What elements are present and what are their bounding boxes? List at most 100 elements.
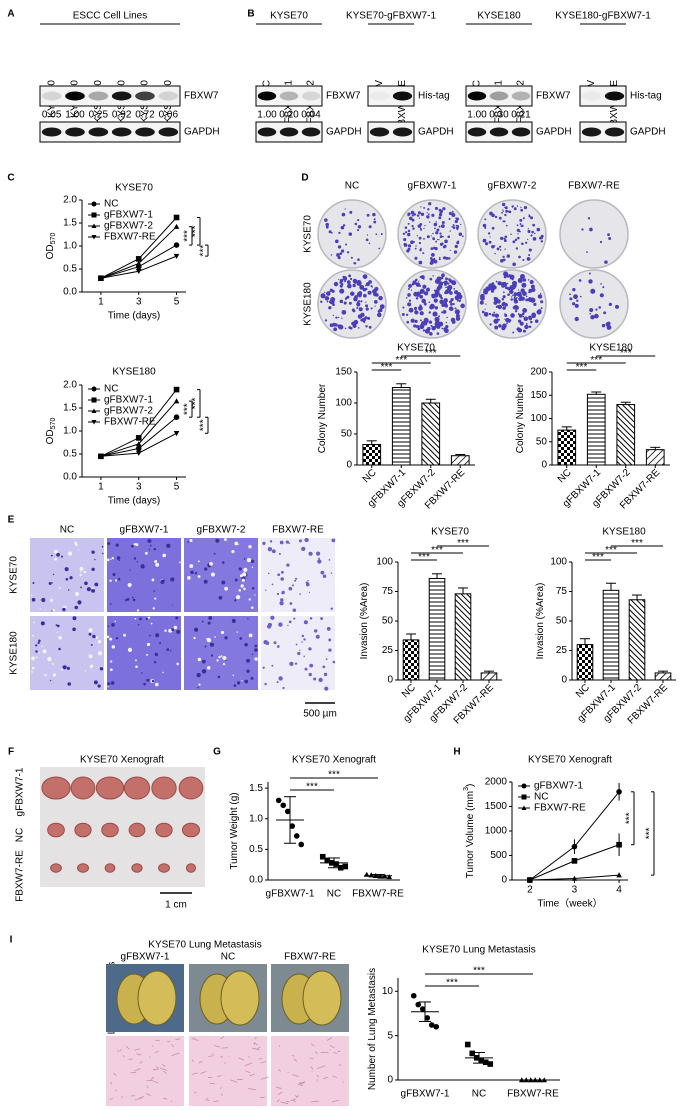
tissue bbox=[191, 1072, 198, 1075]
colony bbox=[513, 299, 519, 304]
row-label: KYSE70 bbox=[303, 215, 314, 253]
label: KYSE180-gFBXW7-1 bbox=[555, 11, 651, 22]
column-label: gFBXW7-2 bbox=[197, 525, 246, 536]
protein-label: FBXW7 bbox=[184, 91, 219, 102]
significance: *** bbox=[425, 348, 437, 359]
cell bbox=[307, 579, 309, 582]
colony bbox=[455, 290, 458, 292]
y-tick-label: 100 bbox=[376, 557, 393, 568]
cell bbox=[74, 605, 78, 610]
quant: 0.04 bbox=[301, 110, 321, 121]
data-point bbox=[415, 1001, 422, 1008]
data-point bbox=[342, 863, 349, 870]
tissue bbox=[326, 1037, 333, 1041]
cell bbox=[293, 617, 296, 620]
column-label: FBXW7-RE bbox=[272, 525, 324, 536]
x-axis-label: Time（week） bbox=[537, 898, 602, 910]
cell bbox=[90, 643, 93, 646]
data-point bbox=[173, 253, 180, 259]
cell bbox=[208, 616, 213, 620]
cell bbox=[326, 627, 331, 631]
legend-marker bbox=[91, 386, 97, 392]
x-tick-label: 1 bbox=[98, 482, 104, 493]
colony bbox=[368, 325, 372, 329]
data-point bbox=[298, 841, 305, 848]
colony bbox=[371, 286, 373, 288]
colony bbox=[439, 235, 443, 239]
colony bbox=[537, 294, 543, 299]
cell bbox=[89, 664, 94, 669]
colony bbox=[495, 280, 498, 283]
cell bbox=[52, 673, 57, 677]
colony bbox=[376, 312, 382, 318]
cell bbox=[250, 676, 254, 680]
colony bbox=[352, 283, 356, 288]
blot bbox=[465, 85, 533, 107]
colony bbox=[342, 276, 348, 281]
y-axis-label-part: Invasion (%Area) bbox=[359, 583, 370, 660]
colony bbox=[502, 209, 504, 211]
colony bbox=[504, 206, 508, 210]
tissue bbox=[299, 1081, 302, 1084]
tumor bbox=[74, 822, 92, 838]
colony bbox=[436, 332, 440, 335]
y-axis-label: Invasion (%Area) bbox=[359, 583, 370, 660]
colony bbox=[603, 311, 607, 315]
colony bbox=[492, 214, 494, 216]
cell bbox=[79, 571, 82, 573]
colony bbox=[380, 233, 383, 235]
cell bbox=[101, 545, 104, 548]
band bbox=[88, 91, 109, 101]
colony bbox=[452, 302, 455, 306]
cell bbox=[225, 659, 227, 661]
colony bbox=[602, 286, 605, 289]
cell bbox=[244, 643, 248, 647]
lung bbox=[137, 970, 177, 1026]
colony bbox=[534, 232, 536, 235]
colony bbox=[532, 223, 536, 227]
cell bbox=[262, 541, 266, 546]
colony bbox=[443, 327, 448, 332]
cell bbox=[139, 617, 142, 621]
colony bbox=[454, 307, 457, 310]
tissue bbox=[171, 1043, 174, 1048]
colony bbox=[419, 223, 423, 226]
cell bbox=[86, 587, 91, 592]
panel-title: KYSE70 Xenograft bbox=[80, 755, 164, 766]
colony bbox=[517, 289, 520, 291]
y-axis-label-part: Number of Lung Metastasis bbox=[367, 968, 378, 1090]
colony bbox=[406, 320, 410, 324]
cell bbox=[231, 618, 236, 623]
cell bbox=[97, 640, 102, 644]
colony bbox=[419, 284, 422, 287]
colony bbox=[445, 305, 448, 308]
cell bbox=[137, 623, 140, 626]
data-point bbox=[173, 214, 180, 221]
blot bbox=[367, 121, 415, 143]
cell bbox=[107, 685, 109, 688]
cell bbox=[91, 567, 95, 571]
cell bbox=[308, 672, 312, 677]
colony bbox=[357, 218, 360, 222]
tissue bbox=[166, 1040, 170, 1043]
data-point bbox=[173, 398, 180, 404]
tissue bbox=[125, 1046, 130, 1050]
colony bbox=[423, 227, 425, 230]
x-tick-label: NC bbox=[556, 467, 574, 485]
colony bbox=[482, 238, 487, 243]
legend-label: gFBXW7-1 bbox=[104, 210, 153, 221]
colony bbox=[373, 220, 377, 224]
panel-letter: I bbox=[10, 935, 13, 946]
colony bbox=[433, 259, 438, 264]
cell bbox=[318, 677, 323, 683]
significance: *** bbox=[199, 419, 210, 431]
colony bbox=[357, 228, 360, 232]
colony bbox=[517, 277, 523, 284]
colony bbox=[324, 296, 330, 301]
chart-title: KYSE70 bbox=[115, 183, 153, 194]
colony bbox=[373, 291, 378, 297]
y-axis-label: OD570 bbox=[45, 233, 57, 260]
colony bbox=[536, 309, 542, 315]
significance: *** bbox=[199, 245, 210, 257]
cell bbox=[241, 680, 243, 682]
